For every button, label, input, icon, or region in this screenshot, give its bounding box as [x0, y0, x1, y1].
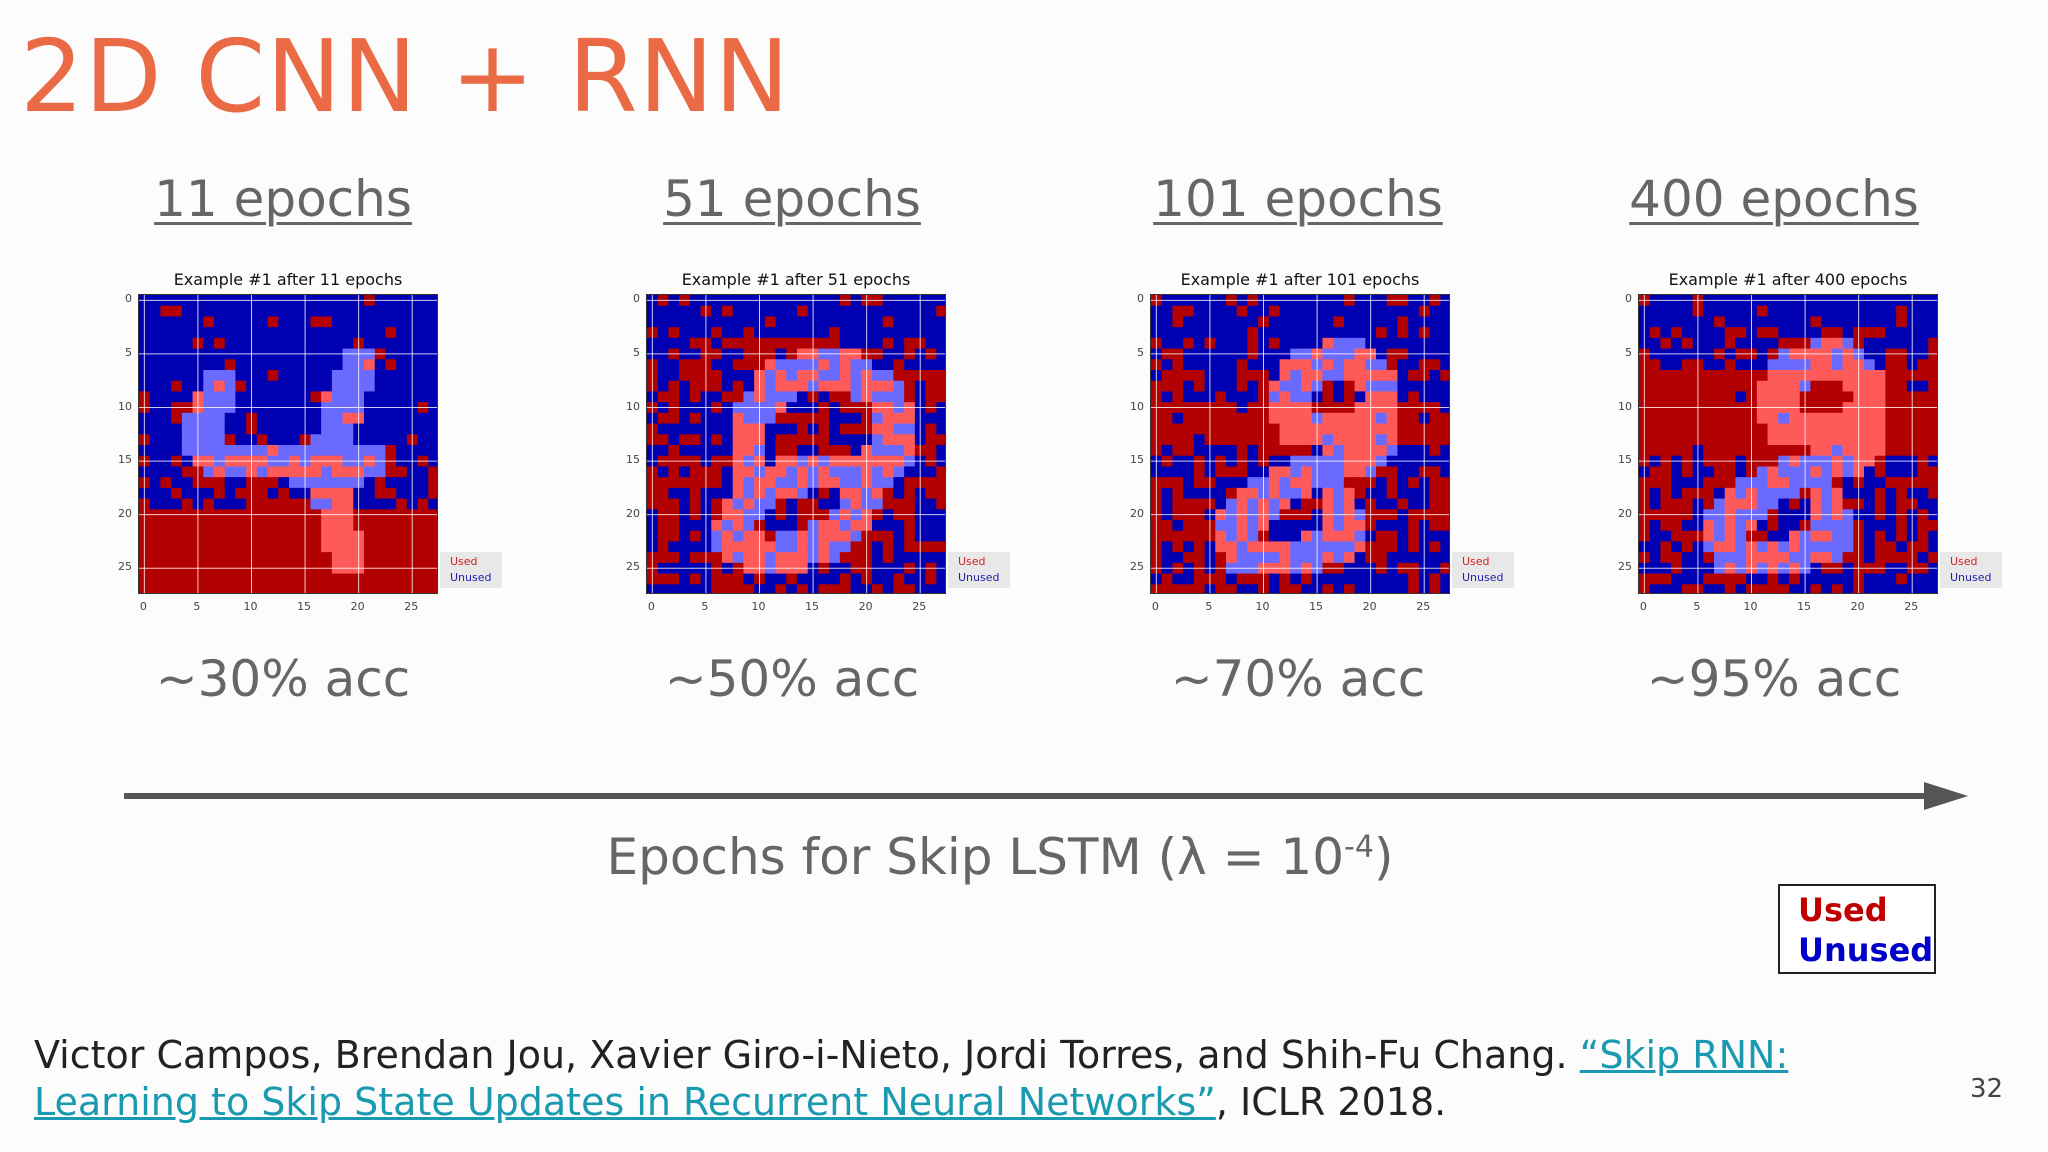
- x-tick-label: 0: [1639, 600, 1647, 613]
- heatmap-panel-3: Example #1 after 101 epochs 0 5 10 15 20 25 0 5 1…: [1110, 262, 1550, 622]
- x-tick-label: 15: [297, 600, 312, 613]
- citation-venue: , ICLR 2018.: [1215, 1080, 1447, 1124]
- epoch-heading-1: 11 epochs: [154, 170, 412, 228]
- x-tick-label: 20: [350, 600, 365, 613]
- x-tick-label: 25: [1416, 600, 1431, 613]
- y-tick-label: 20: [626, 506, 640, 520]
- mini-legend-unused: Unused: [958, 571, 1000, 584]
- paper-link[interactable]: “Skip RNN: Learning to Skip State Update…: [34, 1033, 1789, 1124]
- heatmap-panel-1: Example #1 after 11 epochs 0 5 10 15 20 25 0 5 10…: [98, 262, 538, 622]
- x-tick-label: 0: [647, 600, 655, 613]
- heatmap: [1150, 294, 1450, 594]
- y-tick-label: 0: [125, 292, 132, 306]
- heatmap-panel-4: Example #1 after 400 epochs 0 5 10 15 20 25 0 5 1…: [1598, 262, 2038, 622]
- x-tick-label: 25: [912, 600, 927, 613]
- mini-legend: Used Unused: [1940, 552, 2002, 588]
- y-tick-label: 10: [1130, 399, 1144, 413]
- y-tick-label: 15: [1130, 453, 1144, 467]
- x-tick-label: 0: [139, 600, 147, 613]
- legend-unused: Unused: [1798, 931, 1934, 969]
- plot-title: Example #1 after 400 epochs: [1668, 270, 1908, 289]
- legend-used: Used: [1798, 891, 1888, 929]
- accuracy-label-1: ~30% acc: [155, 650, 411, 708]
- y-tick-label: 10: [626, 399, 640, 413]
- x-tick-label: 15: [1797, 600, 1812, 613]
- axis-label-close: ): [1373, 828, 1394, 886]
- x-tick-label: 5: [1693, 600, 1701, 613]
- mini-legend: Used Unused: [948, 552, 1010, 588]
- y-tick-label: 10: [1618, 399, 1632, 413]
- x-tick-label: 5: [701, 600, 709, 613]
- y-tick-label: 25: [118, 560, 132, 574]
- epoch-heading-4: 400 epochs: [1629, 170, 1919, 228]
- mini-legend-unused: Unused: [1462, 571, 1504, 584]
- y-tick-label: 10: [118, 399, 132, 413]
- plot-title: Example #1 after 11 epochs: [173, 270, 403, 289]
- epoch-heading-3: 101 epochs: [1153, 170, 1443, 228]
- x-tick-label: 0: [1151, 600, 1159, 613]
- legend-box: Used Unused: [1778, 884, 1936, 974]
- y-tick-label: 20: [1618, 506, 1632, 520]
- x-tick-label: 20: [858, 600, 873, 613]
- y-tick-label: 25: [626, 560, 640, 574]
- x-tick-label: 25: [1904, 600, 1919, 613]
- x-tick-label: 10: [1743, 600, 1758, 613]
- x-tick-label: 25: [404, 600, 419, 613]
- accuracy-label-2: ~50% acc: [664, 650, 920, 708]
- epoch-axis-line: [124, 793, 1936, 799]
- heatmap-panel-2: Example #1 after 51 epochs 0 5 10 15 20 25 0 5 10…: [606, 262, 1046, 622]
- citation-authors: Victor Campos, Brendan Jou, Xavier Giro-…: [34, 1033, 1580, 1077]
- y-tick-label: 5: [1137, 345, 1144, 359]
- accuracy-label-3: ~70% acc: [1170, 650, 1426, 708]
- y-tick-label: 15: [118, 453, 132, 467]
- page-number: 32: [1970, 1074, 2004, 1104]
- mini-legend-unused: Unused: [1950, 571, 1992, 584]
- heatmap: [646, 294, 946, 594]
- x-tick-label: 20: [1850, 600, 1865, 613]
- x-tick-label: 15: [1309, 600, 1324, 613]
- epoch-heading-2: 51 epochs: [663, 170, 921, 228]
- y-tick-label: 0: [1625, 292, 1632, 306]
- y-tick-label: 5: [633, 345, 640, 359]
- x-tick-label: 10: [1255, 600, 1270, 613]
- plot-title: Example #1 after 51 epochs: [681, 270, 911, 289]
- y-tick-label: 20: [118, 506, 132, 520]
- y-tick-label: 25: [1618, 560, 1632, 574]
- y-tick-label: 20: [1130, 506, 1144, 520]
- mini-legend: Used Unused: [1452, 552, 1514, 588]
- x-tick-label: 15: [805, 600, 820, 613]
- x-tick-label: 20: [1362, 600, 1377, 613]
- y-tick-label: 15: [626, 453, 640, 467]
- arrow-right-icon: [1924, 782, 1968, 810]
- accuracy-label-4: ~95% acc: [1646, 650, 1902, 708]
- heatmap: [138, 294, 438, 594]
- y-tick-label: 0: [633, 292, 640, 306]
- citation: Victor Campos, Brendan Jou, Xavier Giro-…: [34, 1032, 1934, 1126]
- plot-title: Example #1 after 101 epochs: [1180, 270, 1420, 289]
- x-tick-label: 5: [193, 600, 201, 613]
- y-tick-label: 5: [1625, 345, 1632, 359]
- x-tick-label: 10: [243, 600, 258, 613]
- mini-legend-used: Used: [450, 555, 478, 568]
- y-tick-label: 25: [1130, 560, 1144, 574]
- axis-label-exponent: -4: [1344, 829, 1374, 865]
- axis-label-text: Epochs for Skip LSTM (λ = 10: [606, 828, 1345, 886]
- y-tick-label: 0: [1137, 292, 1144, 306]
- mini-legend-used: Used: [1462, 555, 1490, 568]
- y-tick-label: 15: [1618, 453, 1632, 467]
- slide-title: 2D CNN + RNN: [20, 18, 791, 135]
- axis-label: Epochs for Skip LSTM (λ = 10-4): [0, 828, 2000, 886]
- mini-legend-used: Used: [958, 555, 986, 568]
- mini-legend-unused: Unused: [450, 571, 492, 584]
- heatmap: [1638, 294, 1938, 594]
- x-tick-label: 5: [1205, 600, 1213, 613]
- x-tick-label: 10: [751, 600, 766, 613]
- y-tick-label: 5: [125, 345, 132, 359]
- mini-legend-used: Used: [1950, 555, 1978, 568]
- mini-legend: Used Unused: [440, 552, 502, 588]
